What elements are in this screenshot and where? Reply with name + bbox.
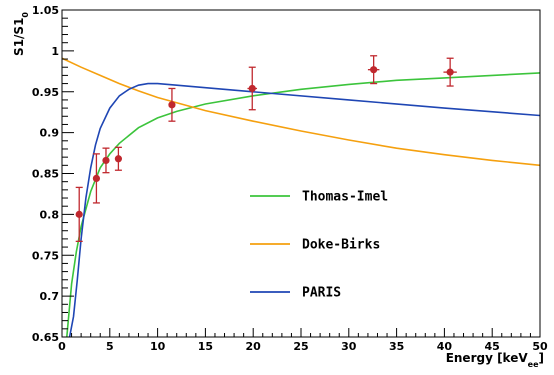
x-tick-label: 15 bbox=[198, 340, 213, 353]
y-axis: 0.65 0.7 0.75 0.8 0.85 0.9 0.95 1 1.05 bbox=[32, 4, 74, 344]
x-tick-label: 25 bbox=[293, 340, 308, 353]
x-axis-title-main: Energy [keV bbox=[446, 351, 529, 365]
data-point bbox=[114, 146, 123, 171]
x-tick-label: 45 bbox=[485, 340, 500, 353]
y-tick-label: 1 bbox=[51, 45, 59, 58]
series-line-thomas-imel bbox=[66, 72, 540, 337]
x-tick-label: 40 bbox=[437, 340, 453, 353]
data-marker bbox=[102, 156, 110, 165]
data-point bbox=[168, 87, 176, 122]
y-tick-label: 0.85 bbox=[32, 168, 59, 181]
x-tick-label: 0 bbox=[58, 340, 66, 353]
series-line-paris bbox=[68, 82, 540, 337]
x-tick-label: 10 bbox=[150, 340, 166, 353]
data-marker bbox=[446, 68, 454, 76]
x-axis-title-close: ] bbox=[539, 351, 544, 365]
x-tick-label: 35 bbox=[389, 340, 404, 353]
x-tick-label: 5 bbox=[106, 340, 114, 353]
y-tick-label: 0.65 bbox=[32, 331, 59, 344]
x-axis: 0 5 10 15 20 25 30 35 40 45 50 bbox=[58, 328, 548, 353]
y-axis-title-sub: 0 bbox=[21, 12, 30, 18]
data-marker bbox=[248, 84, 256, 93]
data-point bbox=[102, 147, 110, 174]
data-marker bbox=[168, 101, 176, 109]
x-tick-label: 50 bbox=[532, 340, 548, 353]
legend-label: PARIS bbox=[302, 286, 341, 301]
data-marker bbox=[370, 66, 378, 74]
data-point bbox=[75, 186, 83, 243]
y-tick-label: 0.95 bbox=[32, 86, 59, 99]
x-axis-title-sub: ee bbox=[528, 360, 539, 369]
x-axis-title: Energy [keVee] bbox=[446, 351, 544, 369]
model-curves bbox=[62, 57, 540, 337]
data-points bbox=[75, 55, 457, 243]
data-point bbox=[443, 57, 457, 87]
y-tick-label: 0.7 bbox=[40, 290, 60, 303]
data-marker bbox=[114, 155, 123, 163]
y-axis-title-main: S1/S1 bbox=[12, 18, 26, 56]
legend-label: Thomas-Imel bbox=[302, 190, 388, 205]
legend-label: Doke-Birks bbox=[302, 238, 380, 253]
data-point bbox=[247, 66, 258, 111]
x-tick-label: 20 bbox=[246, 340, 262, 353]
x-tick-label: 30 bbox=[341, 340, 357, 353]
y-axis-title: S1/S10 bbox=[12, 12, 30, 56]
legend-item: Thomas-Imel bbox=[250, 190, 388, 205]
data-marker bbox=[75, 210, 83, 218]
y-tick-label: 0.9 bbox=[40, 127, 60, 140]
data-point bbox=[92, 153, 101, 204]
y-tick-label: 0.75 bbox=[32, 249, 59, 262]
legend-item: PARIS bbox=[250, 286, 341, 301]
y-tick-label: 1.05 bbox=[32, 4, 59, 17]
y-tick-label: 0.8 bbox=[40, 208, 60, 221]
legend-item: Doke-Birks bbox=[250, 238, 380, 253]
legend: Thomas-Imel Doke-Birks PARIS bbox=[250, 190, 388, 301]
data-marker bbox=[92, 174, 101, 183]
series-line-doke-birks bbox=[62, 57, 540, 167]
data-point bbox=[367, 55, 380, 85]
